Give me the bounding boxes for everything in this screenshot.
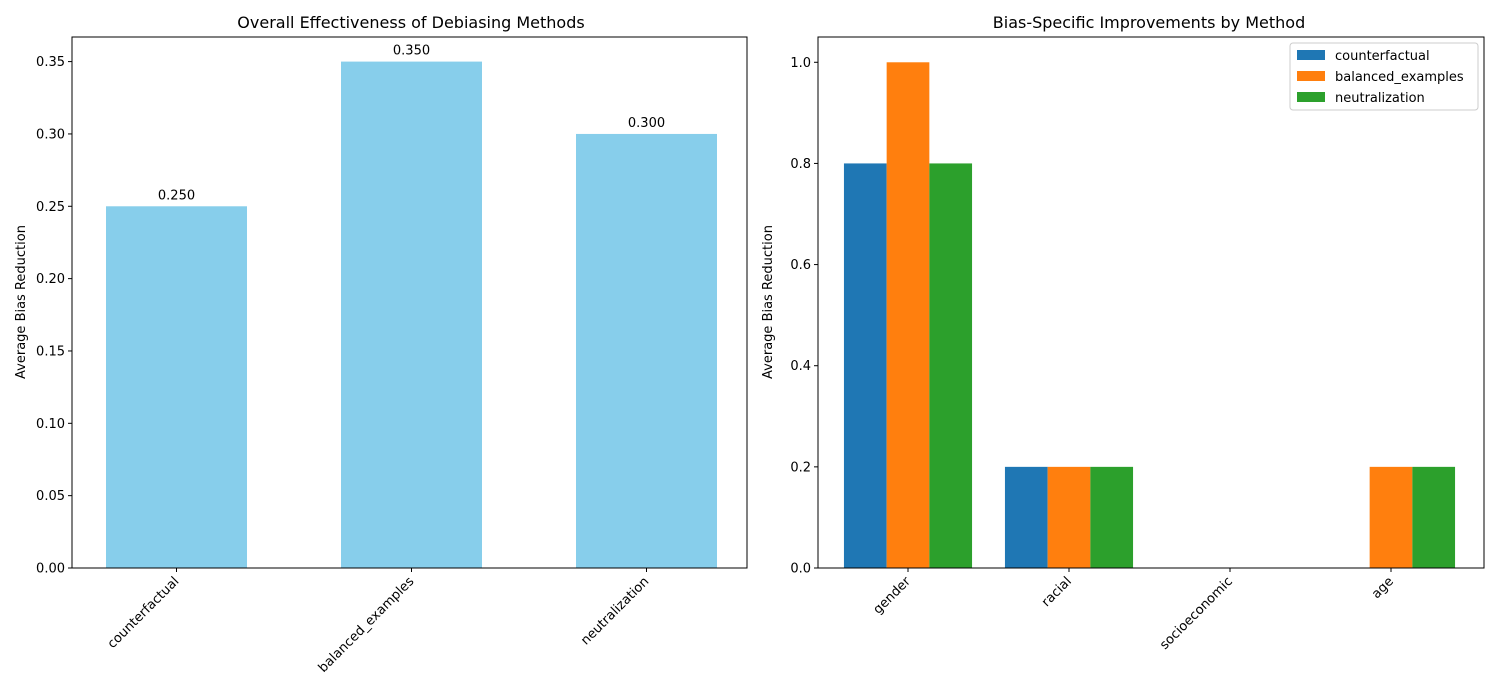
bar-balanced_examples-age (1369, 466, 1413, 568)
legend-label-neutralization: neutralization (1335, 91, 1425, 106)
bar-counterfactual-gender (843, 163, 887, 568)
bar-counterfactual (106, 206, 247, 568)
y-tick-label: 0.0 (790, 562, 811, 577)
y-tick-label: 0.05 (36, 489, 65, 504)
y-tick-label: 1.0 (790, 56, 811, 71)
bar-neutralization-gender (929, 163, 973, 568)
legend-label-balanced_examples: balanced_examples (1335, 70, 1464, 85)
chart-overall-effectiveness: Overall Effectiveness of Debiasing Metho… (14, 13, 748, 676)
data-label: 0.300 (628, 116, 665, 131)
bar-neutralization (576, 133, 717, 568)
y-tick-label: 0.8 (790, 157, 811, 172)
y-tick-label: 0.20 (36, 272, 65, 287)
y-tick-label: 0.15 (36, 344, 65, 359)
y-tick-label: 0.00 (36, 562, 65, 577)
bar-balanced_examples-racial (1047, 466, 1091, 568)
y-tick-label: 0.2 (790, 460, 811, 475)
chart-title-bias-specific: Bias-Specific Improvements by Method (993, 13, 1305, 32)
y-tick-label: 0.35 (36, 55, 65, 70)
bar-neutralization-racial (1090, 466, 1134, 568)
plot-area-overall: 0.250 0.350 0.300 0.00 0.05 0.10 0.15 0.20 0.25 0… (36, 36, 748, 676)
bar-balanced_examples (341, 61, 482, 568)
legend: counterfactual balanced_examples neutraliz… (1289, 42, 1479, 111)
bar-counterfactual-racial (1004, 466, 1048, 568)
y-axis-label-bias-specific: Average Bias Reduction (761, 225, 776, 379)
legend-box (1289, 42, 1479, 111)
legend-label-counterfactual: counterfactual (1335, 49, 1430, 64)
x-tick-label: neutralization (578, 574, 652, 648)
chart-title-overall: Overall Effectiveness of Debiasing Metho… (237, 13, 584, 32)
y-tick-label: 0.6 (790, 258, 811, 273)
x-tick-label: counterfactual (105, 574, 183, 652)
legend-swatch-balanced_examples (1297, 71, 1325, 81)
plot-frame (71, 36, 748, 569)
bar-balanced_examples-gender (886, 62, 930, 569)
x-tick-label: age (1369, 574, 1397, 602)
data-label: 0.250 (158, 188, 195, 203)
bar-neutralization-age (1412, 466, 1456, 568)
legend-swatch-counterfactual (1297, 50, 1325, 60)
x-tick-label: gender (871, 574, 915, 618)
y-axis-label-overall: Average Bias Reduction (14, 225, 29, 379)
legend-swatch-neutralization (1297, 92, 1325, 102)
y-tick-label: 0.10 (36, 417, 65, 432)
x-tick-label: socioeconomic (1157, 574, 1236, 653)
chart-bias-specific: Bias-Specific Improvements by Method Ave… (761, 13, 1485, 653)
x-tick-label: balanced_examples (316, 574, 418, 676)
y-tick-label: 0.30 (36, 127, 65, 142)
plot-frame (817, 36, 1485, 569)
data-label: 0.350 (393, 44, 430, 59)
y-tick-label: 0.25 (36, 200, 65, 215)
x-tick-label: racial (1039, 574, 1075, 610)
y-tick-label: 0.4 (790, 359, 811, 374)
plot-area-bias-specific: 0.0 0.2 0.4 0.6 0.8 1.0 gender racial socioecono… (790, 36, 1485, 653)
